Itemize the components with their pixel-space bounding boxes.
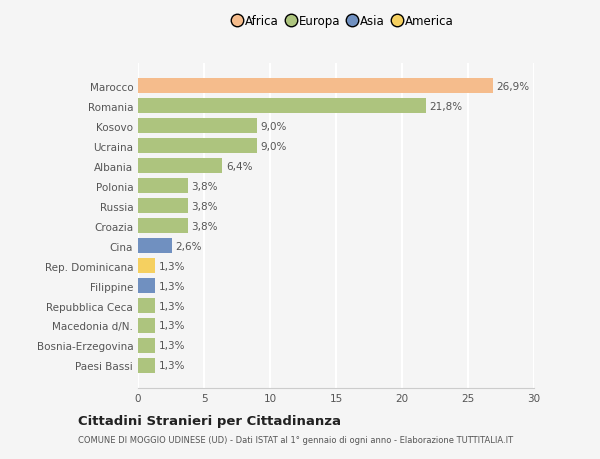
- Text: 26,9%: 26,9%: [496, 81, 530, 91]
- Bar: [138, 338, 155, 353]
- Bar: [138, 358, 155, 373]
- Text: 3,8%: 3,8%: [191, 221, 218, 231]
- Text: 1,3%: 1,3%: [158, 341, 185, 351]
- Bar: [138, 99, 426, 114]
- Text: 6,4%: 6,4%: [226, 161, 252, 171]
- Text: 1,3%: 1,3%: [158, 261, 185, 271]
- Bar: [138, 298, 155, 313]
- Bar: [138, 258, 155, 274]
- Text: 1,3%: 1,3%: [158, 281, 185, 291]
- Text: 1,3%: 1,3%: [158, 361, 185, 371]
- Text: 1,3%: 1,3%: [158, 321, 185, 331]
- Bar: [138, 199, 188, 213]
- Text: 3,8%: 3,8%: [191, 201, 218, 211]
- Bar: [138, 79, 493, 94]
- Text: 3,8%: 3,8%: [191, 181, 218, 191]
- Bar: [138, 139, 257, 154]
- Text: 2,6%: 2,6%: [176, 241, 202, 251]
- Text: Cittadini Stranieri per Cittadinanza: Cittadini Stranieri per Cittadinanza: [78, 414, 341, 428]
- Text: 21,8%: 21,8%: [429, 101, 462, 112]
- Legend: Africa, Europa, Asia, America: Africa, Europa, Asia, America: [234, 15, 454, 28]
- Text: 9,0%: 9,0%: [260, 141, 286, 151]
- Bar: [138, 279, 155, 293]
- Text: COMUNE DI MOGGIO UDINESE (UD) - Dati ISTAT al 1° gennaio di ogni anno - Elaboraz: COMUNE DI MOGGIO UDINESE (UD) - Dati IST…: [78, 435, 513, 443]
- Bar: [138, 119, 257, 134]
- Bar: [138, 218, 188, 234]
- Bar: [138, 318, 155, 333]
- Text: 1,3%: 1,3%: [158, 301, 185, 311]
- Bar: [138, 179, 188, 194]
- Text: 9,0%: 9,0%: [260, 121, 286, 131]
- Bar: [138, 239, 172, 253]
- Bar: [138, 159, 223, 174]
